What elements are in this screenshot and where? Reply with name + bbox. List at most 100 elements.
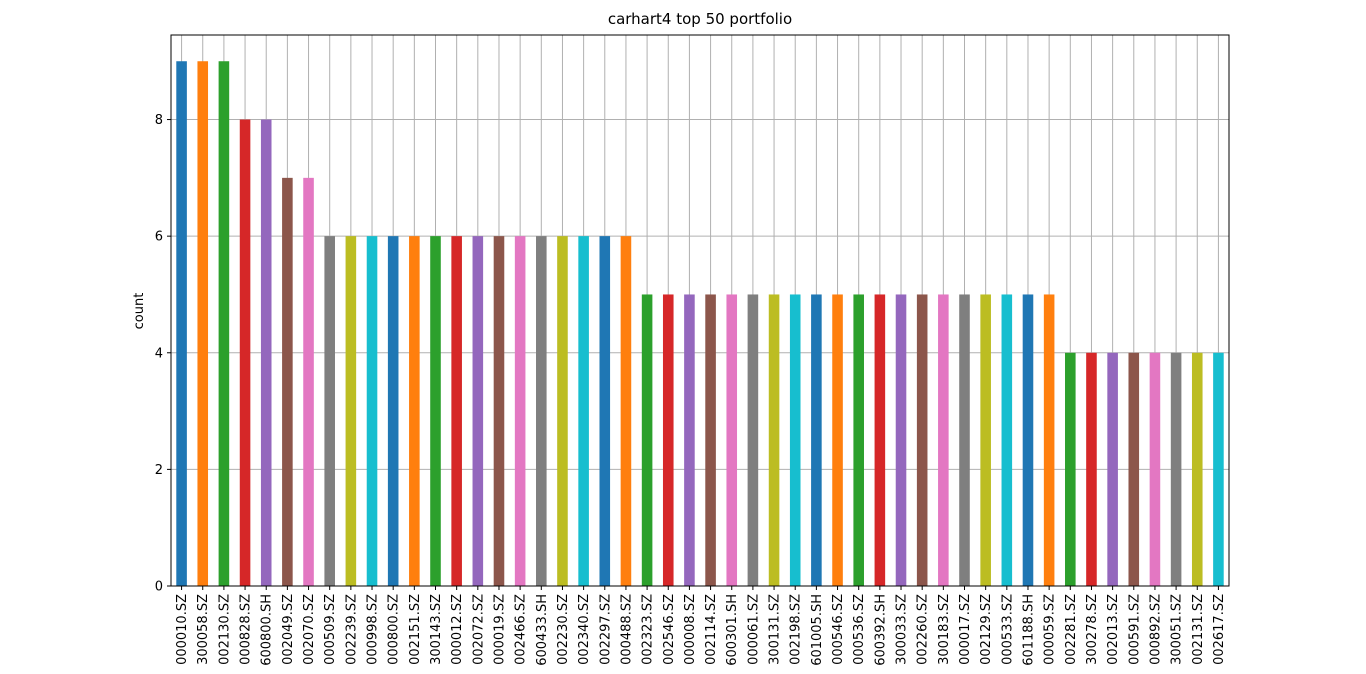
bar	[895, 294, 907, 586]
bar	[1128, 352, 1140, 586]
bar	[705, 294, 716, 586]
bar	[1213, 352, 1224, 586]
bar	[1001, 294, 1013, 586]
x-tick-label: 300131.SZ	[768, 594, 783, 665]
x-tick-label: 002260.SZ	[916, 594, 931, 665]
bar	[938, 294, 949, 586]
bar	[811, 294, 822, 586]
x-tick-label: 000017.SZ	[958, 594, 973, 665]
bar	[747, 294, 759, 586]
bar	[599, 236, 611, 586]
x-tick-label: 000998.SZ	[366, 594, 381, 665]
bar	[1149, 352, 1161, 586]
x-tick-label: 002070.SZ	[302, 594, 317, 665]
bar	[1170, 352, 1182, 586]
x-tick-label: 000591.SZ	[1127, 594, 1142, 665]
x-tick-label: 002546.SZ	[662, 594, 677, 665]
x-tick-label: 300051.SZ	[1170, 594, 1185, 665]
x-tick-label: 000012.SZ	[450, 594, 465, 665]
x-tick-label: 000019.SZ	[492, 594, 507, 665]
bar	[1107, 352, 1118, 586]
bar	[514, 236, 526, 586]
x-tick-label: 600800.SH	[260, 594, 275, 666]
x-tick-label: 002198.SZ	[789, 594, 804, 665]
x-tick-label: 000892.SZ	[1148, 594, 1163, 665]
x-axis-ticks: 000010.SZ 300058.SZ 002130.SZ 000828.SZ 6008…	[175, 586, 1227, 666]
x-tick-label: 002617.SZ	[1212, 594, 1227, 665]
x-tick-label: 000008.SZ	[683, 594, 698, 665]
bar	[832, 294, 843, 586]
bar	[726, 294, 738, 586]
bar	[239, 119, 251, 586]
x-tick-label: 300183.SZ	[937, 594, 952, 665]
x-tick-label: 002072.SZ	[471, 594, 486, 665]
bar	[578, 236, 589, 586]
bar	[430, 236, 441, 586]
bar	[684, 294, 695, 586]
x-tick-label: 002281.SZ	[1064, 594, 1079, 665]
bar	[303, 177, 314, 586]
bar	[916, 294, 928, 586]
y-tick-label: 0	[155, 580, 163, 595]
bar	[451, 236, 462, 586]
x-tick-label: 002340.SZ	[577, 594, 592, 665]
bar	[324, 236, 335, 586]
y-tick-label: 8	[155, 113, 163, 128]
x-tick-label: 000010.SZ	[175, 594, 190, 665]
bar	[472, 236, 484, 586]
x-tick-label: 002130.SZ	[217, 594, 232, 665]
y-axis-ticks: 0 2 4 6 8	[155, 113, 171, 595]
x-tick-label: 002239.SZ	[344, 594, 359, 665]
bar	[282, 177, 293, 586]
x-tick-label: 000059.SZ	[1043, 594, 1058, 665]
bar	[409, 236, 420, 586]
y-tick-label: 2	[155, 463, 163, 478]
x-tick-label: 600301.SH	[725, 594, 740, 666]
x-tick-label: 000509.SZ	[323, 594, 338, 665]
x-tick-label: 300058.SZ	[196, 594, 211, 665]
x-tick-label: 000828.SZ	[239, 594, 254, 665]
bar	[768, 294, 780, 586]
x-tick-label: 600433.SH	[535, 594, 550, 666]
bar	[1065, 352, 1076, 586]
y-tick-label: 4	[155, 346, 163, 361]
x-tick-label: 000488.SZ	[619, 594, 634, 665]
bar	[493, 236, 505, 586]
x-tick-label: 000546.SZ	[831, 594, 846, 665]
bar	[387, 236, 399, 586]
x-tick-label: 601188.SH	[1021, 594, 1036, 666]
bar	[557, 236, 568, 586]
x-tick-label: 300033.SZ	[895, 594, 910, 665]
bar	[197, 61, 209, 586]
bar	[260, 119, 272, 586]
x-tick-label: 300278.SZ	[1085, 594, 1100, 665]
x-tick-label: 002230.SZ	[556, 594, 571, 665]
bar	[620, 236, 632, 586]
bar	[1043, 294, 1055, 586]
bar	[1191, 352, 1203, 586]
x-tick-label: 002466.SZ	[514, 594, 529, 665]
bar	[345, 236, 357, 586]
plot-frame	[170, 34, 1230, 587]
x-tick-label: 002114.SZ	[704, 594, 719, 665]
x-tick-label: 000536.SZ	[852, 594, 867, 665]
x-tick-label: 600392.SH	[873, 594, 888, 666]
y-axis-label: count	[132, 293, 147, 330]
x-tick-label: 002013.SZ	[1106, 594, 1121, 665]
bar	[980, 294, 991, 586]
chart-title: carhart4 top 50 portfolio	[608, 10, 792, 28]
bar	[536, 236, 547, 586]
bar	[662, 294, 674, 586]
x-tick-label: 000061.SZ	[746, 594, 761, 665]
bars	[176, 61, 1224, 586]
bar	[959, 294, 970, 586]
bar	[789, 294, 801, 586]
bar	[874, 294, 886, 586]
bar	[218, 61, 230, 586]
x-tick-label: 300143.SZ	[429, 594, 444, 665]
x-tick-label: 002323.SZ	[641, 594, 656, 665]
bar	[1022, 294, 1034, 586]
x-tick-label: 000533.SZ	[1000, 594, 1015, 665]
bar	[1086, 352, 1097, 586]
